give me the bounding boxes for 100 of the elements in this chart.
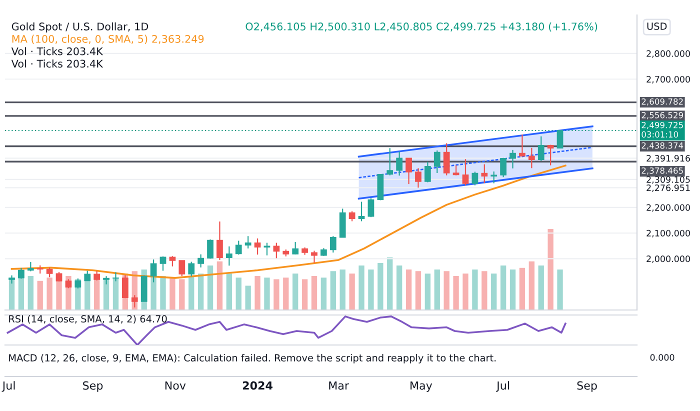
bar: [311, 276, 318, 310]
bar: [349, 274, 355, 310]
bar: [482, 271, 488, 310]
bar: [254, 276, 260, 310]
x-tick-label: Mar: [329, 381, 350, 390]
y-tick-label: 2,000.000: [646, 256, 690, 264]
bar: [548, 229, 554, 310]
bar: [8, 279, 15, 310]
bar: [188, 276, 194, 310]
candlestick: [103, 276, 110, 285]
y-axis-title: USD: [647, 22, 667, 30]
bar: [453, 276, 459, 310]
candlestick: [46, 266, 53, 278]
candlestick: [169, 256, 176, 267]
bar: [198, 274, 204, 310]
bar: [444, 271, 450, 310]
bar: [358, 265, 364, 310]
candlestick: [311, 250, 318, 264]
bar: [387, 257, 393, 310]
bar: [283, 278, 289, 310]
ref-line-label: 2,378.465: [642, 167, 683, 175]
bar: [491, 274, 497, 310]
candlestick: [244, 236, 252, 249]
ref-line-label: 2,499.725 03:01:10: [642, 122, 683, 138]
bar: [56, 279, 62, 310]
text: MACD (12, 26, close, 9, EMA, EMA): Calculation failed. Remove the script and reapply it to the chart.: [9, 354, 496, 364]
bar: [538, 265, 544, 310]
x-tick-label: May: [410, 381, 432, 392]
candlestick: [330, 236, 336, 254]
candlestick: [207, 238, 214, 260]
text: Gold Spot / U.S. Dollar, 1D: [12, 22, 148, 32]
candlestick: [500, 157, 506, 178]
line-series: [10, 164, 566, 279]
bar: [28, 276, 34, 310]
bar: [245, 286, 251, 310]
y-tick-label: 2,100.000: [646, 230, 690, 238]
candlestick: [519, 134, 526, 158]
y-tick-label: 2,391.916: [646, 154, 690, 162]
candlestick: [481, 164, 488, 184]
bar: [160, 276, 166, 310]
candlestick: [386, 148, 394, 176]
bar: [216, 261, 223, 310]
bar: [500, 265, 506, 310]
bar: [302, 279, 308, 310]
bar: [340, 270, 346, 310]
annotation: O2,456.105 H2,500.310 L2,450.805 C2,499.725 +43.180 (+1.76%): [246, 22, 598, 32]
candlestick: [112, 272, 119, 282]
candlestick: [415, 168, 422, 188]
bar: [236, 278, 242, 310]
bar: [415, 271, 422, 310]
candlestick: [368, 198, 374, 218]
x-tick-label: Jul: [496, 381, 509, 392]
candlestick: [396, 151, 403, 176]
candlestick: [178, 260, 186, 277]
bar: [368, 270, 374, 310]
candlestick: [472, 171, 478, 186]
annotation: Vol · Ticks 203.4K: [11, 60, 104, 68]
x-tick-label: Sep: [83, 381, 103, 392]
annotation: Vol · Ticks 203.4K: [11, 47, 104, 56]
bar: [462, 274, 468, 310]
candlestick: [273, 242, 280, 259]
ref-line-label: 2,556.529: [642, 112, 683, 120]
bar: [519, 268, 526, 310]
candlestick: [528, 147, 535, 169]
bar: [472, 270, 478, 310]
bar: [510, 270, 516, 310]
candlestick: [198, 254, 204, 268]
candlestick: [538, 136, 544, 162]
candlestick: [8, 274, 15, 284]
bar: [179, 279, 185, 310]
ref-line-label: 2,609.782: [642, 98, 683, 106]
bar: [112, 278, 119, 310]
candlestick: [226, 246, 232, 266]
y-tick-label: 2,700.000: [646, 76, 690, 84]
y-tick-label: 2,276.951: [646, 184, 690, 192]
candlestick: [406, 158, 412, 185]
candlestick: [424, 161, 431, 183]
bar: [557, 270, 563, 310]
candlestick: [235, 240, 242, 256]
text: 0.000: [650, 354, 674, 361]
y-tick-label: 2,800.000: [646, 50, 690, 58]
candlestick: [254, 238, 261, 256]
candlestick: [216, 220, 223, 261]
bar: [46, 278, 52, 310]
bar: [170, 278, 176, 310]
candlestick: [462, 158, 469, 186]
ref-line-label: 2,438.374: [642, 142, 684, 150]
candlestick: [510, 149, 516, 169]
candlestick: [27, 261, 34, 272]
candlestick: [556, 130, 564, 148]
bar: [320, 278, 327, 310]
bar: [424, 274, 431, 310]
candlestick: [348, 210, 356, 222]
bar: [274, 279, 280, 310]
annotation: MA (100, close, 0, SMA, 5) 2,363.249: [12, 34, 204, 44]
x-tick-label: Jul: [2, 381, 15, 392]
bar: [292, 274, 298, 310]
y-tick-label: 2,309.105: [646, 176, 690, 184]
bar: [264, 278, 270, 310]
bar: [378, 263, 384, 310]
